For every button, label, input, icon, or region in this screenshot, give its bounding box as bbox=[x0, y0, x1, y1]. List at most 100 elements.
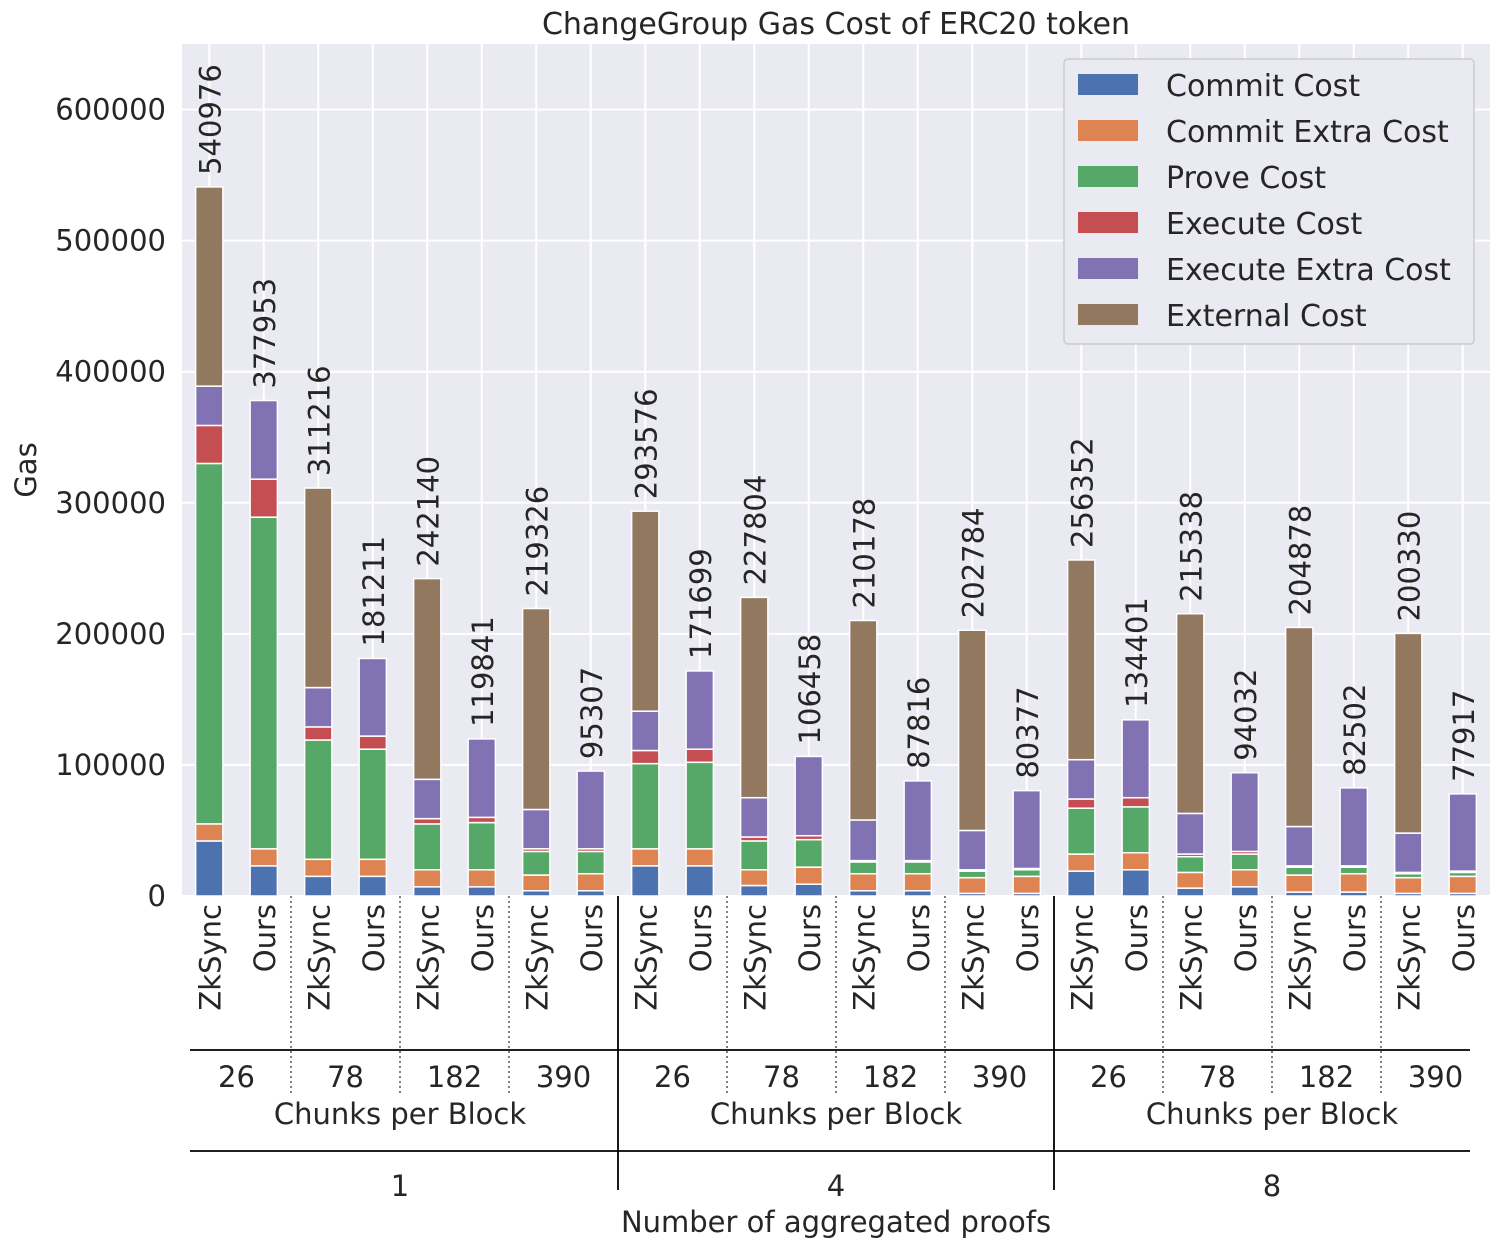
bar-segment bbox=[1066, 853, 1096, 872]
bar-segment bbox=[630, 710, 660, 752]
bar-segment bbox=[521, 850, 551, 876]
bar-category-label: ZkSync bbox=[738, 904, 772, 1011]
bar-segment bbox=[1448, 793, 1478, 872]
bar-segment bbox=[1339, 787, 1369, 867]
chunk-label: 26 bbox=[218, 1060, 255, 1094]
bar-segment bbox=[1066, 870, 1096, 897]
legend-label: Commit Extra Cost bbox=[1166, 115, 1449, 150]
bar-segment bbox=[249, 399, 279, 480]
bar-segment bbox=[1066, 807, 1096, 855]
bar-segment bbox=[685, 848, 715, 867]
bar-category-label: Ours bbox=[1229, 904, 1263, 972]
chunk-label: 390 bbox=[972, 1060, 1027, 1094]
bar-total-label: 204878 bbox=[1283, 505, 1317, 616]
bar-total-label: 227804 bbox=[738, 475, 772, 586]
bar-segment bbox=[467, 869, 497, 888]
bar-segment bbox=[685, 748, 715, 764]
bar-category-label: ZkSync bbox=[1392, 904, 1426, 1011]
legend-label: Prove Cost bbox=[1166, 161, 1326, 196]
y-tick-label: 300000 bbox=[55, 486, 166, 520]
bar-segment bbox=[1284, 866, 1314, 876]
bar-segment bbox=[794, 838, 824, 868]
chunks-per-block-label: Chunks per Block bbox=[1146, 1097, 1399, 1131]
bar-segment bbox=[630, 749, 660, 765]
bar-segment bbox=[412, 886, 442, 897]
bar-segment bbox=[1066, 559, 1096, 761]
bar-segment bbox=[1230, 886, 1260, 897]
bar-segment bbox=[303, 726, 333, 741]
bar-total-label: 119841 bbox=[466, 616, 500, 727]
bar-segment bbox=[358, 657, 388, 737]
bar-segment bbox=[521, 890, 551, 897]
bar-category-label: ZkSync bbox=[1174, 904, 1208, 1011]
bar-category-label: Ours bbox=[793, 904, 827, 972]
legend: Commit Cost Commit Extra Cost Prove Cost Ex… bbox=[1063, 58, 1475, 345]
bar-segment bbox=[467, 738, 497, 819]
y-ticks: 0 100000 200000 300000 400000 500000 600000 bbox=[55, 93, 166, 913]
bar-total-label: 293576 bbox=[629, 388, 663, 499]
bar-segment bbox=[1175, 855, 1205, 874]
bar-total-label: 210178 bbox=[847, 498, 881, 609]
bar-segment bbox=[1393, 832, 1423, 874]
legend-swatch bbox=[1078, 304, 1138, 325]
bar-segment bbox=[576, 850, 606, 875]
legend-swatch bbox=[1078, 74, 1138, 95]
bar-segment bbox=[1012, 869, 1042, 878]
bar-segment bbox=[848, 619, 878, 821]
bar-segment bbox=[685, 865, 715, 897]
legend-label: Commit Cost bbox=[1166, 69, 1360, 104]
y-tick-label: 100000 bbox=[55, 748, 166, 782]
bar-total-label: 200330 bbox=[1392, 511, 1426, 622]
bar-segment bbox=[576, 872, 606, 892]
bar-segment bbox=[1175, 612, 1205, 815]
bar-category-label: Ours bbox=[248, 904, 282, 972]
chunk-label: 390 bbox=[536, 1060, 591, 1094]
grouping-axis: 26 78 182 390 Chunks per Block 1 26 78 182 390 Chu… bbox=[190, 896, 1470, 1203]
bar-segment bbox=[739, 840, 769, 871]
bar-segment bbox=[1121, 719, 1151, 799]
chunk-label: 26 bbox=[1090, 1060, 1127, 1094]
bar-segment bbox=[1393, 876, 1423, 895]
bar-segment bbox=[249, 478, 279, 518]
x-axis-label: Number of aggregated proofs bbox=[621, 1205, 1051, 1239]
bar-total-label: 95307 bbox=[575, 667, 609, 759]
bar-segment bbox=[1230, 869, 1260, 888]
bar-segment bbox=[303, 686, 333, 728]
bar-category-label: Ours bbox=[357, 904, 391, 972]
bar-total-label: 202784 bbox=[956, 507, 990, 618]
bar-segment bbox=[412, 823, 442, 871]
bar-segment bbox=[739, 596, 769, 799]
legend-swatch bbox=[1078, 212, 1138, 233]
bar-segment bbox=[630, 865, 660, 897]
bar-segment bbox=[957, 629, 987, 832]
bar-segment bbox=[1284, 874, 1314, 893]
bar-total-label: 171699 bbox=[684, 548, 718, 659]
chunk-label: 78 bbox=[1199, 1060, 1236, 1094]
bar-total-label: 540976 bbox=[193, 64, 227, 175]
bar-category-label: ZkSync bbox=[847, 904, 881, 1011]
bar-segment bbox=[1175, 812, 1205, 855]
bar-total-label: 215338 bbox=[1174, 491, 1208, 602]
bar-segment bbox=[358, 735, 388, 750]
bar-category-label: Ours bbox=[1011, 904, 1045, 972]
bar-segment bbox=[1066, 798, 1096, 809]
legend-swatch bbox=[1078, 120, 1138, 141]
bar-category-label: ZkSync bbox=[629, 904, 663, 1011]
bar-category-label: Ours bbox=[1447, 904, 1481, 972]
bar-total-label: 181211 bbox=[357, 536, 391, 647]
bar-segment bbox=[685, 670, 715, 750]
bar-segment bbox=[303, 739, 333, 861]
bar-segment bbox=[358, 858, 388, 878]
bar-segment bbox=[630, 510, 660, 712]
bar-total-label: 106458 bbox=[793, 634, 827, 745]
bar-category-label: Ours bbox=[466, 904, 500, 972]
proofs-label: 8 bbox=[1263, 1169, 1281, 1203]
chunk-label: 182 bbox=[863, 1060, 918, 1094]
bar-segment bbox=[1393, 632, 1423, 834]
bar-segment bbox=[739, 796, 769, 838]
chart-title: ChangeGroup Gas Cost of ERC20 token bbox=[542, 7, 1130, 42]
proofs-label: 1 bbox=[391, 1169, 409, 1203]
y-tick-label: 600000 bbox=[55, 93, 166, 127]
legend-swatch bbox=[1078, 166, 1138, 187]
bar-segment bbox=[1284, 825, 1314, 867]
